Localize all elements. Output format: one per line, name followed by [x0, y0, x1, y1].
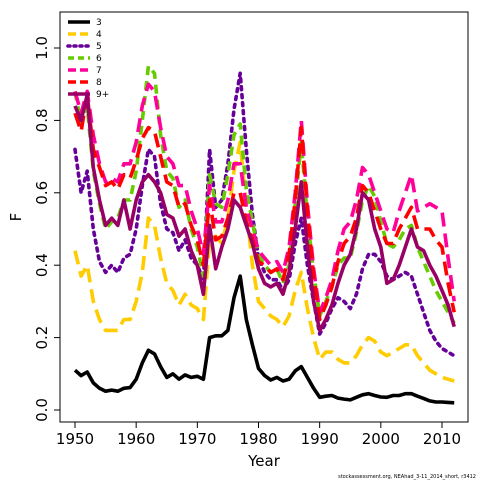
- x-tick-label: 2010: [423, 430, 461, 448]
- legend-label: 5: [96, 42, 102, 52]
- series-line-6: [73, 64, 456, 324]
- series-line-5: [73, 71, 456, 358]
- legend-label: 9+: [96, 90, 109, 100]
- legend-label: 3: [96, 18, 102, 28]
- legend-label: 8: [96, 78, 102, 88]
- x-tick-label: 1990: [301, 430, 339, 448]
- x-tick-label: 1960: [117, 430, 155, 448]
- y-tick-label: 0.2: [33, 326, 51, 350]
- x-tick-label: 1980: [239, 430, 277, 448]
- x-tick-label: 1970: [178, 430, 216, 448]
- series-line-7: [73, 82, 456, 315]
- y-tick-label: 0.0: [33, 398, 51, 422]
- y-axis-label: F: [7, 213, 25, 222]
- x-axis-label: Year: [247, 452, 281, 470]
- x-tick-label: 2000: [362, 430, 400, 448]
- legend-label: 6: [96, 54, 102, 64]
- y-tick-label: 0.4: [33, 253, 51, 277]
- y-tick-label: 1.0: [33, 36, 51, 60]
- x-axis: 1950 1960 1970 1980 1990 2000 2010: [56, 422, 461, 448]
- y-tick-label: 0.6: [33, 181, 51, 205]
- series-line-3: [73, 274, 455, 405]
- x-tick-label: 1950: [56, 430, 94, 448]
- y-tick-label: 0.8: [33, 108, 51, 132]
- legend-label: 7: [96, 66, 102, 76]
- y-axis: 0.0 0.2 0.4 0.6 0.8 1.0: [33, 36, 60, 422]
- legend-label: 4: [96, 30, 102, 40]
- footnote: stockassessment.org, NEAhad_3-11_2014_sh…: [338, 474, 476, 480]
- series-layer: [73, 64, 456, 405]
- legend: 3 4 5 6 7 8 9+: [66, 18, 109, 100]
- series-line-8: [73, 93, 456, 322]
- series-line-9plus: [73, 93, 456, 333]
- plot-frame: [59, 11, 469, 423]
